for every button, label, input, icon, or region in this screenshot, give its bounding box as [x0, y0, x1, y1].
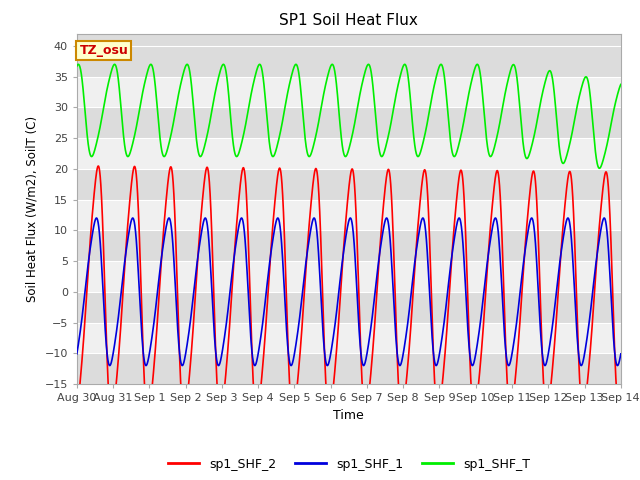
- Title: SP1 Soil Heat Flux: SP1 Soil Heat Flux: [280, 13, 418, 28]
- Text: TZ_osu: TZ_osu: [79, 44, 128, 57]
- Bar: [77, 230, 621, 261]
- Bar: [77, 46, 621, 77]
- X-axis label: Time: Time: [333, 408, 364, 421]
- Y-axis label: Soil Heat Flux (W/m2), SoilT (C): Soil Heat Flux (W/m2), SoilT (C): [26, 116, 39, 302]
- Bar: [77, 138, 621, 169]
- Bar: [77, 292, 621, 323]
- Bar: [77, 261, 621, 292]
- Bar: [77, 169, 621, 200]
- Bar: [77, 353, 621, 384]
- Bar: [77, 77, 621, 108]
- Bar: [77, 108, 621, 138]
- Legend: sp1_SHF_2, sp1_SHF_1, sp1_SHF_T: sp1_SHF_2, sp1_SHF_1, sp1_SHF_T: [163, 453, 535, 476]
- Bar: [77, 323, 621, 353]
- Bar: [77, 200, 621, 230]
